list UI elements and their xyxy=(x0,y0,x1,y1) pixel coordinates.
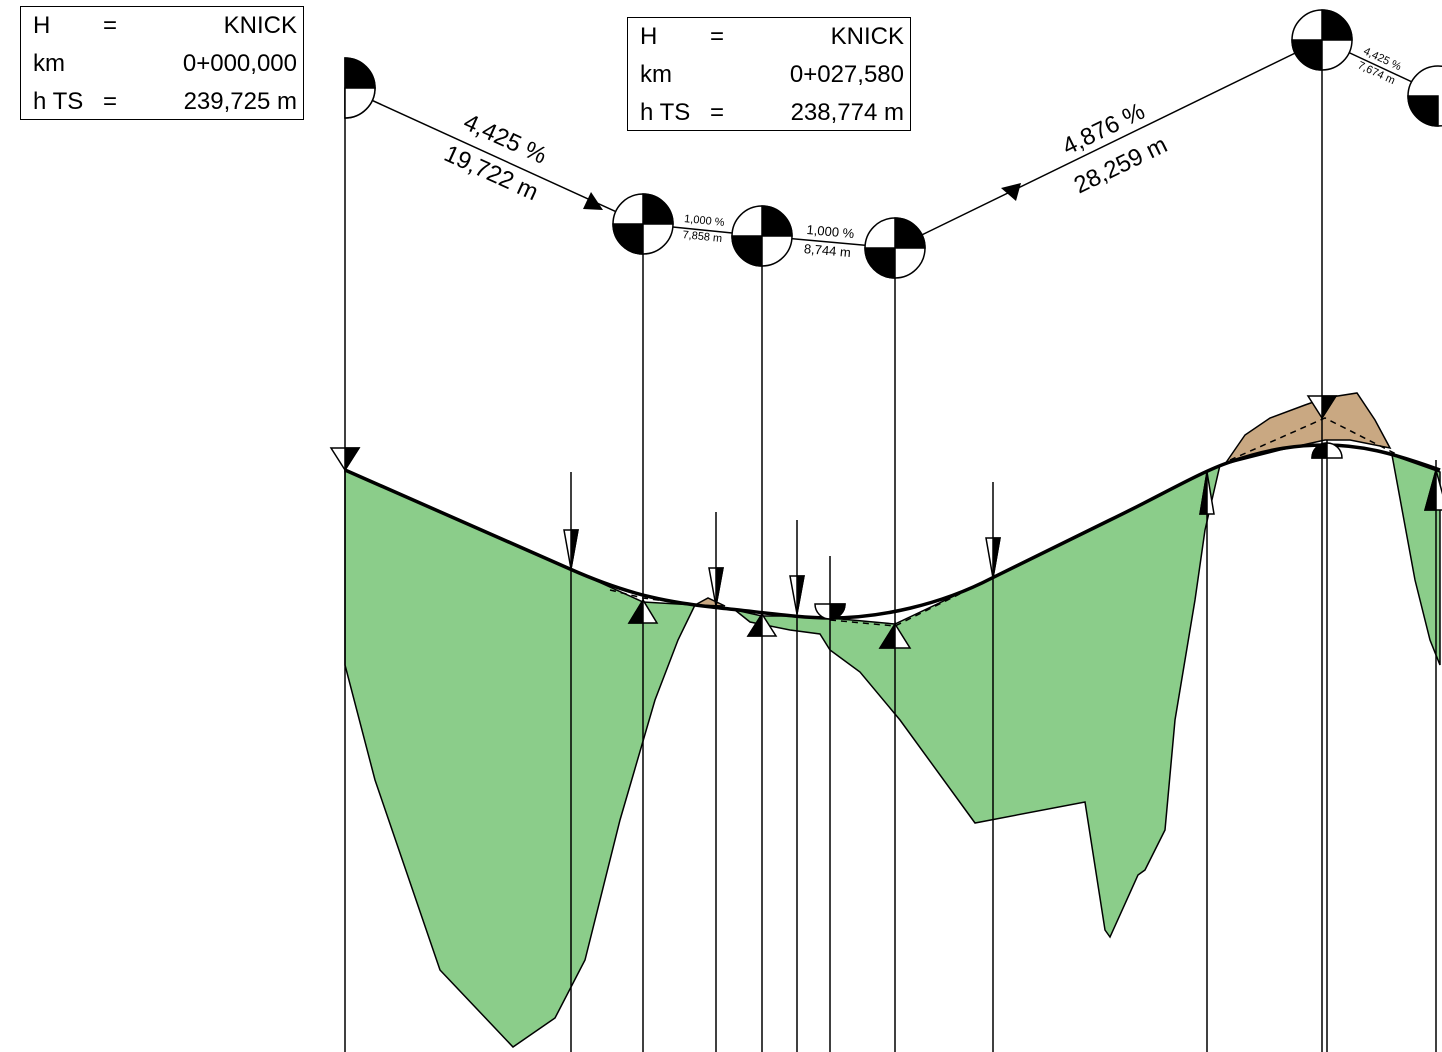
break-points xyxy=(344,9,1442,279)
marker-down-half xyxy=(715,567,724,607)
segment-labels: 4,425 % 19,722 m 1,000 % 7,858 m 1,000 %… xyxy=(440,45,1403,260)
fill-area-crest xyxy=(1223,392,1392,466)
info-row-h: H = KNICK xyxy=(628,18,910,56)
section-markers xyxy=(329,395,1442,649)
segment-3-length: 8,744 m xyxy=(803,241,851,260)
info-label: H xyxy=(33,12,51,39)
info-value: KNICK xyxy=(830,23,904,50)
segment-3-slope: 1,000 % xyxy=(806,222,855,241)
marker-down-half xyxy=(344,447,361,473)
dashed-ground-3 xyxy=(1229,417,1399,461)
info-row-h: H = KNICK xyxy=(21,7,303,45)
marker-down-half xyxy=(992,537,1001,579)
marker-up-half xyxy=(1424,469,1437,511)
segment-2-length: 7,858 m xyxy=(682,229,723,245)
breakpoint-5 xyxy=(1407,65,1442,127)
fill-areas xyxy=(692,392,1392,607)
cut-area-middle xyxy=(734,463,1222,939)
info-value: KNICK xyxy=(223,12,297,39)
info-label: H xyxy=(640,23,658,50)
marker-up-half xyxy=(627,597,644,624)
info-eq: = xyxy=(103,12,118,39)
cut-area-left xyxy=(344,468,697,1048)
marker-up-half xyxy=(1199,471,1208,515)
info-label: km xyxy=(33,50,65,77)
grade-arrows xyxy=(583,183,1021,210)
info-box-knick: H = KNICK km 0+027,580 h TS = 238,774 m xyxy=(627,17,911,131)
cut-areas xyxy=(344,453,1441,1048)
breakpoint-2 xyxy=(731,205,793,267)
grade-arrow-1 xyxy=(583,192,603,210)
marker-half-circle-fill xyxy=(1311,442,1328,459)
info-eq: = xyxy=(710,23,725,50)
segment-2-slope: 1,000 % xyxy=(684,213,726,229)
info-row-hts: h TS = 239,725 m xyxy=(21,83,303,121)
info-eq: = xyxy=(710,99,725,126)
breakpoint-1 xyxy=(612,193,674,255)
info-eq: = xyxy=(103,88,118,115)
marker-down-half xyxy=(570,529,579,570)
grade-segment-4 xyxy=(894,39,1323,249)
breakpoint-3 xyxy=(864,217,926,279)
info-value: 0+000,000 xyxy=(182,50,297,77)
info-box-start: H = KNICK km 0+000,000 h TS = 239,725 m xyxy=(20,6,304,120)
info-label: h TS xyxy=(33,88,84,115)
breakpoint-start xyxy=(344,57,376,119)
info-value: 0+027,580 xyxy=(789,61,904,88)
marker-half-circle-fill xyxy=(829,603,846,620)
info-value: 239,725 m xyxy=(183,88,297,115)
grade-arrow-2 xyxy=(1001,183,1021,201)
marker-down-half xyxy=(1321,395,1338,421)
info-label: h TS xyxy=(640,99,691,126)
breakpoint-4 xyxy=(1291,9,1353,71)
info-value: 238,774 m xyxy=(790,99,904,126)
marker-up-half xyxy=(878,621,896,649)
info-row-km: km 0+027,580 xyxy=(628,56,910,94)
marker-down-half xyxy=(796,575,805,615)
info-row-hts: h TS = 238,774 m xyxy=(628,94,910,132)
marker-up-half xyxy=(746,611,763,637)
info-row-km: km 0+000,000 xyxy=(21,45,303,83)
info-label: km xyxy=(640,61,672,88)
